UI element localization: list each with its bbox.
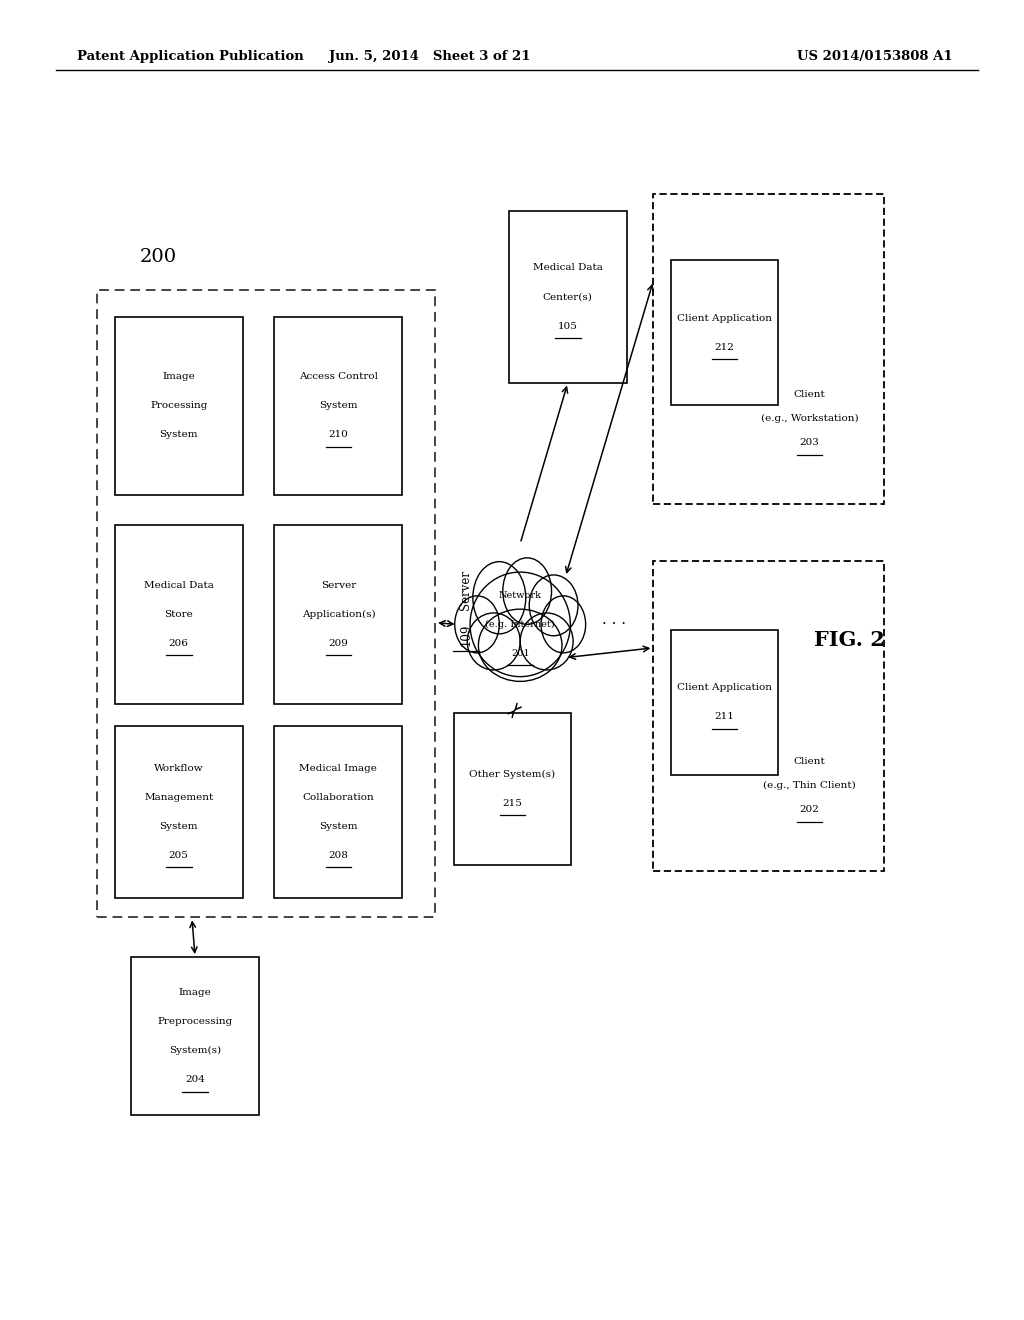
Text: 206: 206	[169, 639, 188, 648]
Text: 209: 209	[329, 639, 348, 648]
Text: Store: Store	[164, 610, 194, 619]
Text: 204: 204	[185, 1076, 205, 1084]
FancyBboxPatch shape	[653, 194, 884, 504]
FancyBboxPatch shape	[115, 317, 243, 495]
Text: Server: Server	[460, 570, 472, 610]
Text: . . .: . . .	[602, 614, 627, 627]
Text: 202: 202	[800, 805, 819, 813]
Ellipse shape	[467, 612, 520, 671]
Text: System: System	[319, 822, 357, 830]
Text: Client Application: Client Application	[677, 684, 772, 692]
FancyBboxPatch shape	[115, 726, 243, 898]
Text: Image: Image	[163, 372, 195, 381]
Text: 205: 205	[169, 851, 188, 859]
FancyBboxPatch shape	[274, 525, 402, 704]
Text: Management: Management	[144, 793, 213, 801]
Text: 109: 109	[460, 624, 472, 645]
Text: 211: 211	[715, 713, 734, 721]
Text: (e.g., Workstation): (e.g., Workstation)	[761, 414, 858, 422]
Text: Other System(s): Other System(s)	[469, 770, 556, 779]
Text: 210: 210	[329, 430, 348, 440]
Ellipse shape	[470, 572, 570, 677]
Text: 203: 203	[800, 438, 819, 446]
Text: Medical Image: Medical Image	[299, 764, 378, 772]
Text: System: System	[160, 430, 198, 440]
FancyBboxPatch shape	[97, 290, 435, 917]
Text: Preprocessing: Preprocessing	[158, 1018, 232, 1026]
Ellipse shape	[529, 576, 578, 636]
Text: US 2014/0153808 A1: US 2014/0153808 A1	[797, 50, 952, 63]
Text: FIG. 2: FIG. 2	[814, 630, 886, 651]
Ellipse shape	[478, 609, 562, 681]
FancyBboxPatch shape	[115, 525, 243, 704]
Text: Patent Application Publication: Patent Application Publication	[77, 50, 303, 63]
Text: Workflow: Workflow	[154, 764, 204, 772]
FancyBboxPatch shape	[653, 561, 884, 871]
Ellipse shape	[473, 561, 525, 634]
Text: Client Application: Client Application	[677, 314, 772, 322]
Text: Client: Client	[794, 758, 825, 766]
Ellipse shape	[503, 558, 552, 624]
Text: 215: 215	[503, 799, 522, 808]
Text: 201: 201	[511, 649, 529, 657]
Text: Medical Data: Medical Data	[532, 264, 603, 272]
Text: Network: Network	[499, 591, 542, 599]
Text: Server: Server	[321, 581, 356, 590]
Text: System: System	[319, 401, 357, 411]
Text: System: System	[160, 822, 198, 830]
FancyBboxPatch shape	[274, 317, 402, 495]
Text: System(s): System(s)	[169, 1047, 221, 1055]
Text: 208: 208	[329, 851, 348, 859]
Text: Center(s): Center(s)	[543, 293, 593, 301]
Ellipse shape	[541, 595, 586, 653]
Text: (e.g., Thin Client): (e.g., Thin Client)	[763, 781, 856, 789]
Text: Medical Data: Medical Data	[143, 581, 214, 590]
Ellipse shape	[520, 612, 573, 671]
Text: Access Control: Access Control	[299, 372, 378, 381]
Text: Client: Client	[794, 391, 825, 399]
Text: 212: 212	[715, 343, 734, 351]
Text: (e.g. Internet): (e.g. Internet)	[485, 620, 555, 628]
FancyBboxPatch shape	[454, 713, 571, 865]
FancyBboxPatch shape	[274, 726, 402, 898]
FancyBboxPatch shape	[131, 957, 259, 1115]
FancyBboxPatch shape	[671, 630, 778, 775]
Text: Application(s): Application(s)	[302, 610, 375, 619]
Text: 200: 200	[140, 248, 177, 267]
Text: Processing: Processing	[150, 401, 208, 411]
FancyBboxPatch shape	[671, 260, 778, 405]
Text: Collaboration: Collaboration	[302, 793, 375, 801]
Text: Image: Image	[179, 989, 211, 997]
Text: Jun. 5, 2014   Sheet 3 of 21: Jun. 5, 2014 Sheet 3 of 21	[330, 50, 530, 63]
Text: 105: 105	[558, 322, 578, 330]
FancyBboxPatch shape	[509, 211, 627, 383]
Ellipse shape	[455, 595, 500, 653]
